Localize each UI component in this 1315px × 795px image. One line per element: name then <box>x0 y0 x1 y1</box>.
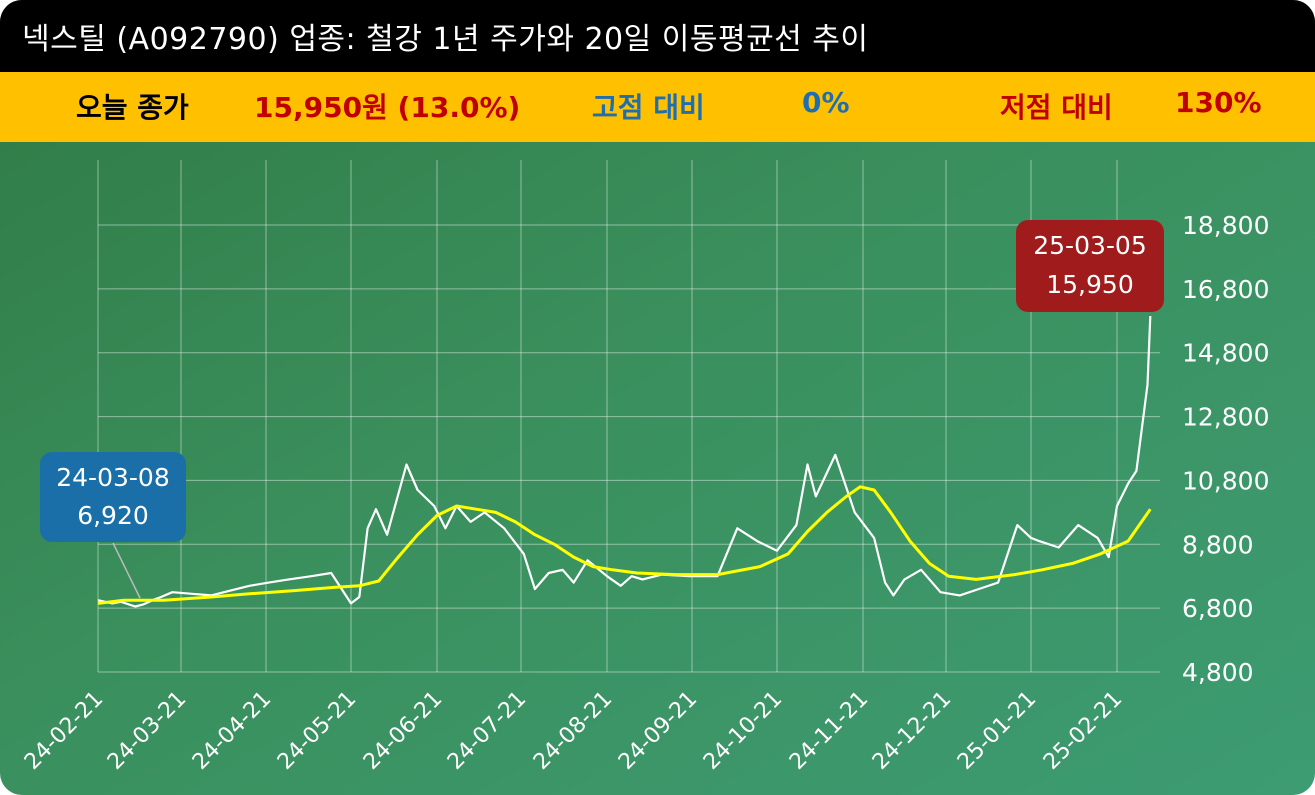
x-tick-label: 24-10-21 <box>699 687 787 775</box>
high-compare-value: 0% <box>802 86 850 119</box>
y-tick-label: 18,800 <box>1182 211 1269 240</box>
y-tick-label: 14,800 <box>1182 339 1269 368</box>
annotation-start-date: 24-03-08 <box>56 463 169 492</box>
annotation-end-box <box>1016 220 1164 312</box>
high-compare-label: 고점 대비 <box>592 91 705 124</box>
x-tick-label: 24-09-21 <box>614 687 702 775</box>
low-compare-value: 130% <box>1175 86 1262 119</box>
x-tick-label: 24-12-21 <box>868 687 956 775</box>
x-tick-label: 24-07-21 <box>443 687 531 775</box>
annotation-end-date: 25-03-05 <box>1033 231 1146 260</box>
annotation-start: 24-03-08 6,920 <box>40 452 186 542</box>
x-tick-label: 24-08-21 <box>529 687 617 775</box>
low-compare-label: 저점 대비 <box>1000 91 1113 124</box>
x-tick-label: 24-02-21 <box>20 687 108 775</box>
today-close-value: 15,950원 (13.0%) <box>254 91 521 124</box>
annotation-end-value: 15,950 <box>1046 270 1133 299</box>
x-tick-label: 24-04-21 <box>188 687 276 775</box>
ma20-line <box>97 485 1152 605</box>
annotation-end: 25-03-05 15,950 <box>1016 220 1164 312</box>
y-tick-label: 16,800 <box>1182 275 1269 304</box>
info-bar: 오늘 종가 15,950원 (13.0%) 고점 대비 0% 저점 대비 130… <box>0 72 1315 142</box>
y-tick-label: 12,800 <box>1182 403 1269 432</box>
annotation-start-box <box>40 452 186 542</box>
y-tick-label: 10,800 <box>1182 466 1269 495</box>
y-tick-label: 6,800 <box>1182 594 1254 623</box>
chart-title: 넥스틸 (A092790) 업종: 철강 1년 주가와 20일 이동평균선 추이 <box>22 22 869 57</box>
x-tick-label: 25-01-21 <box>953 687 1041 775</box>
x-tick-label: 24-11-21 <box>785 687 873 775</box>
annotation-start-value: 6,920 <box>77 501 149 530</box>
y-tick-label: 4,800 <box>1182 658 1254 687</box>
title-bar: 넥스틸 (A092790) 업종: 철강 1년 주가와 20일 이동평균선 추이 <box>0 0 1315 72</box>
price-line <box>97 315 1152 608</box>
x-tick-label: 24-06-21 <box>359 687 447 775</box>
x-tick-label: 24-03-21 <box>103 687 191 775</box>
x-tick-label: 25-02-21 <box>1039 687 1127 775</box>
y-tick-label: 8,800 <box>1182 530 1254 559</box>
annotation-leader-line <box>112 542 141 599</box>
x-tick-label: 24-05-21 <box>273 687 361 775</box>
today-close-label: 오늘 종가 <box>76 91 189 124</box>
